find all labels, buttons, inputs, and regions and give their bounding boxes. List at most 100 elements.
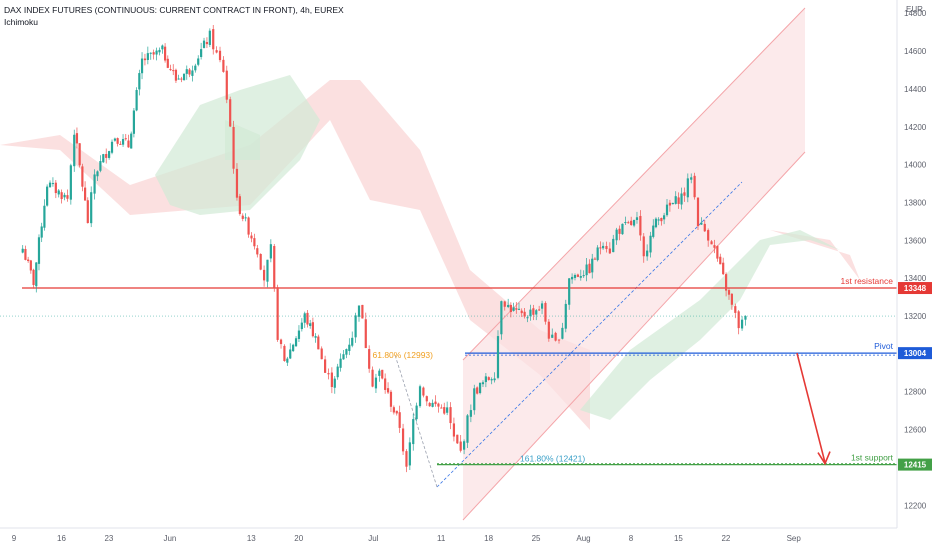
candle-body: [428, 402, 431, 407]
candle-body: [152, 52, 155, 55]
candle-body: [215, 50, 218, 53]
candle-body: [425, 396, 428, 402]
candle-body: [456, 434, 459, 444]
price-unit-label: EUR: [906, 5, 923, 14]
candle-body: [478, 382, 482, 393]
level-label-0: 1st resistance: [841, 276, 894, 286]
candle-body: [551, 334, 554, 338]
x-tick-label: 22: [721, 534, 730, 543]
candle-body: [568, 278, 571, 305]
candle-body: [544, 302, 547, 322]
candle-body: [654, 218, 658, 228]
candle-body: [37, 237, 41, 264]
candle-body: [431, 402, 434, 407]
candle-body: [680, 193, 683, 205]
candle-body: [405, 451, 408, 467]
candle-body: [496, 336, 500, 378]
candle-body: [535, 310, 538, 315]
candle-body: [635, 217, 639, 220]
candle-body: [180, 78, 183, 80]
price-axis-bg: [897, 0, 932, 550]
candle-body: [671, 202, 674, 205]
candle-body: [300, 322, 303, 330]
candle-body: [244, 217, 247, 219]
level-label-1: Pivot: [874, 341, 894, 351]
key-levels: 1st resistance Pivot 1st support: [0, 276, 897, 466]
candle-body: [630, 220, 633, 225]
candle-body: [132, 110, 136, 134]
candle-body: [174, 69, 178, 81]
candle-body: [624, 222, 627, 224]
candle-body: [342, 354, 345, 360]
candle-body: [259, 253, 262, 270]
candle-body: [286, 358, 289, 363]
candle-body: [188, 69, 191, 75]
candle-body: [54, 182, 57, 194]
candle-body: [734, 306, 737, 313]
price-tag-1: [898, 347, 932, 360]
x-tick-label: Jun: [163, 534, 176, 543]
y-tick-label: 14800: [904, 9, 927, 18]
candle-body: [696, 197, 700, 227]
candle-body: [663, 215, 666, 220]
candle-body: [683, 192, 686, 196]
candle-body: [719, 256, 722, 265]
fib-dashed-leg: [394, 354, 438, 488]
candle-body: [86, 200, 89, 224]
candle-body: [75, 133, 79, 144]
candle-body: [547, 321, 550, 339]
y-tick-label: 12800: [904, 388, 927, 397]
candle-body: [102, 154, 105, 163]
candle-body: [646, 250, 649, 257]
candle-body: [108, 151, 111, 158]
candle-body: [143, 58, 147, 61]
candle-body: [532, 308, 535, 315]
candle-body: [668, 202, 672, 206]
y-tick-label: 12600: [904, 426, 927, 435]
candle-body: [579, 276, 582, 278]
candle-body: [703, 223, 706, 232]
price-tag-2: [898, 458, 932, 471]
candle-body: [229, 99, 232, 127]
candle-body: [63, 194, 66, 198]
candle-body: [446, 407, 449, 413]
candle-body: [401, 428, 405, 452]
candle-body: [161, 45, 164, 50]
candle-body: [314, 336, 317, 338]
candle-body: [241, 215, 244, 219]
price-tag-label-0: 13348: [904, 284, 927, 293]
fib-label-0: 61.80% (12993): [373, 350, 434, 360]
candle-body: [434, 401, 437, 405]
candle-body: [588, 263, 591, 274]
x-tick-label: Jul: [368, 534, 378, 543]
candle-body: [309, 323, 312, 326]
candle-body: [657, 219, 660, 221]
candle-body: [740, 319, 744, 329]
candle-body: [554, 332, 557, 341]
candle-body: [677, 197, 680, 204]
channel-fill: [463, 8, 805, 520]
candle-body: [29, 260, 32, 271]
candle-body: [612, 238, 615, 253]
candle-body: [632, 219, 636, 226]
cloud-bull-2: [580, 230, 840, 420]
candle-body: [627, 222, 630, 224]
x-tick-label: 18: [484, 534, 493, 543]
candle-body: [43, 205, 46, 228]
candle-body: [693, 175, 696, 198]
chart-title: DAX INDEX FUTURES (CONTINUOUS: CURRENT C…: [4, 5, 344, 15]
candle-body: [182, 73, 186, 81]
candle-body: [345, 349, 348, 355]
candle-body: [297, 330, 301, 339]
candle-body: [273, 246, 276, 288]
channel-upper-line: [462, 7, 806, 361]
candle-body: [484, 376, 487, 383]
candle-body: [487, 377, 490, 380]
candle-body: [177, 78, 180, 80]
candle-body: [707, 230, 710, 241]
candle-body: [608, 248, 611, 254]
candle-body: [412, 419, 415, 445]
candle-body: [724, 274, 728, 291]
candle-body: [66, 195, 69, 199]
